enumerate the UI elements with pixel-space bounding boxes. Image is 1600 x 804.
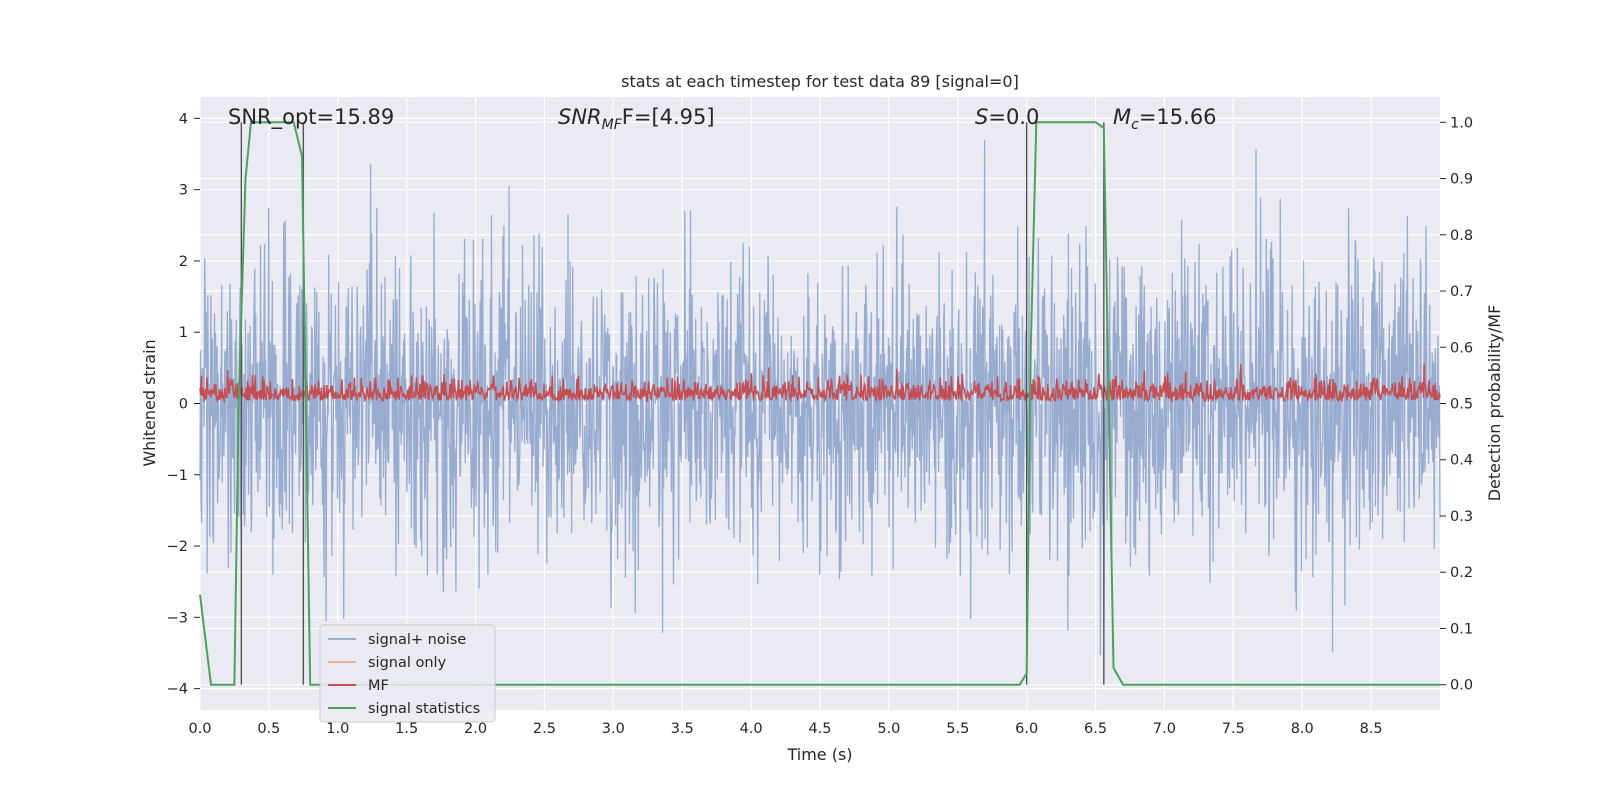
y-right-tick-label: 0.1 bbox=[1450, 621, 1473, 637]
x-tick-label: 2.5 bbox=[533, 721, 556, 737]
y-left-tick-label: 0 bbox=[179, 397, 188, 413]
annotation-mc: Mc=15.66 bbox=[1113, 105, 1217, 133]
y-right-tick-label: 0.7 bbox=[1450, 284, 1473, 300]
y-right-tick-label: 0.2 bbox=[1450, 565, 1473, 581]
series-signal-statistics bbox=[199, 121, 1440, 686]
x-tick-label: 8.0 bbox=[1291, 721, 1314, 737]
grid-lines bbox=[199, 97, 1440, 710]
legend-label-signal-only: signal only bbox=[368, 655, 447, 671]
axis-ticks: 0.0 0.5 1.0 1.5 2.0 2.5 3.0 3.5 4.0 4.5 5.0 5.5 6.0 6… bbox=[167, 111, 1473, 737]
x-tick-label: 4.0 bbox=[740, 721, 763, 737]
x-tick-label: 1.0 bbox=[326, 721, 349, 737]
y-right-tick-label: 0.5 bbox=[1450, 397, 1473, 413]
x-axis-label: Time (s) bbox=[786, 745, 852, 764]
x-tick-label: 5.5 bbox=[946, 721, 969, 737]
y-left-tick-label: −3 bbox=[167, 610, 188, 626]
x-tick-label: 7.0 bbox=[1153, 721, 1176, 737]
annotation-s: S=0.0 bbox=[975, 105, 1039, 129]
y-right-tick-label: 0.8 bbox=[1450, 228, 1473, 244]
x-tick-label: 0.0 bbox=[188, 721, 211, 737]
x-tick-label: 8.5 bbox=[1360, 721, 1383, 737]
annotation-mc-sub: c bbox=[1131, 117, 1139, 133]
signal-statistics-line bbox=[199, 121, 1440, 686]
legend-label-signal-noise: signal+ noise bbox=[368, 632, 466, 648]
mf-line bbox=[199, 363, 1441, 404]
y-left-tick-label: −2 bbox=[167, 539, 188, 555]
legend-label-mf: MF bbox=[368, 678, 389, 694]
y-axis-right-label: Detection probability/MF bbox=[1485, 305, 1504, 502]
y-right-tick-label: 0.9 bbox=[1450, 172, 1473, 188]
annotation-s-value: =0.0 bbox=[988, 105, 1039, 129]
legend-label-signal-statistics: signal statistics bbox=[368, 701, 480, 717]
x-tick-label: 6.0 bbox=[1015, 721, 1038, 737]
annotation-snr-mf-sub: MF bbox=[602, 117, 623, 133]
legend: signal+ noise signal only MF signal stat… bbox=[319, 624, 496, 723]
y-right-tick-label: 0.3 bbox=[1450, 509, 1473, 525]
y-axis-left-label: Whitened strain bbox=[140, 339, 159, 466]
x-tick-label: 7.5 bbox=[1222, 721, 1245, 737]
x-tick-label: 2.0 bbox=[464, 721, 487, 737]
annotation-mc-value: =15.66 bbox=[1139, 105, 1217, 129]
x-tick-label: 0.5 bbox=[257, 721, 280, 737]
x-tick-label: 1.5 bbox=[395, 721, 418, 737]
chart-title: stats at each timestep for test data 89 … bbox=[621, 72, 1019, 91]
y-right-tick-label: 0.6 bbox=[1450, 340, 1473, 356]
vertical-markers bbox=[240, 122, 1105, 685]
y-left-tick-label: 1 bbox=[179, 325, 188, 341]
annotation-s-label: S bbox=[975, 105, 988, 129]
annotation-snr-mf-prefix: SNR bbox=[558, 105, 602, 129]
x-tick-label: 3.5 bbox=[671, 721, 694, 737]
y-left-tick-label: 3 bbox=[179, 183, 188, 199]
x-tick-label: 5.0 bbox=[877, 721, 900, 737]
series-signal-noise bbox=[199, 139, 1441, 656]
legend-box bbox=[319, 624, 496, 723]
annotation-snr-opt: SNR_opt=15.89 bbox=[228, 105, 394, 130]
y-right-tick-label: 0.0 bbox=[1450, 678, 1473, 694]
signal-noise-line bbox=[199, 139, 1441, 656]
y-right-tick-label: 0.4 bbox=[1450, 453, 1473, 469]
y-left-tick-label: 4 bbox=[179, 111, 188, 127]
annotation-snr-mf-value: F=[4.95] bbox=[622, 105, 715, 129]
annotation-snr-mf: SNRMFF=[4.95] bbox=[558, 105, 715, 133]
series-mf bbox=[199, 363, 1441, 404]
y-left-tick-label: 2 bbox=[179, 254, 188, 270]
y-right-tick-label: 1.0 bbox=[1450, 115, 1473, 131]
x-tick-label: 3.0 bbox=[602, 721, 625, 737]
x-tick-label: 6.5 bbox=[1084, 721, 1107, 737]
y-left-tick-label: −4 bbox=[167, 682, 188, 698]
annotation-mc-label: M bbox=[1113, 105, 1131, 129]
y-left-tick-label: −1 bbox=[167, 468, 188, 484]
x-tick-label: 4.5 bbox=[808, 721, 831, 737]
